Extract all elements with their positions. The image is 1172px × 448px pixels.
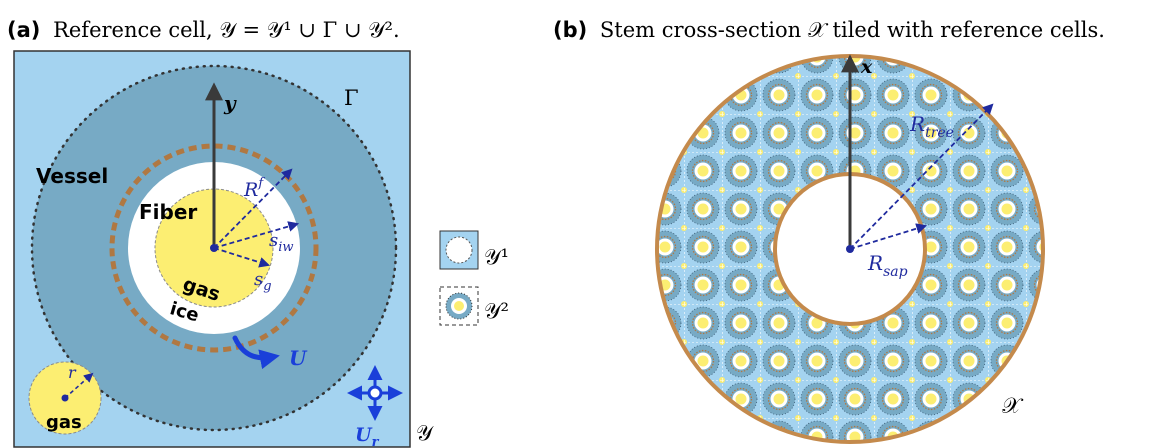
rsap-vector [849,223,928,250]
ur-cross-arrows [347,365,403,421]
legend-y1-label: 𝒴¹ [484,245,509,269]
legend: 𝒴¹ 𝒴² [439,230,509,326]
siw-label: s [269,230,278,251]
corner-center-dot [61,394,69,402]
svg-text:sg: sg [254,269,272,294]
rf-label: R [243,179,258,201]
r-vector [64,372,94,399]
svg-text:(a) Reference cell, 𝒴 =: (a) Reference cell, 𝒴 = 𝒴¹ ∪ Γ ∪ 𝒴². [7,18,400,42]
rf-vector [213,168,293,249]
panel-a: (a) Reference cell, 𝒴 = 𝒴¹ ∪ Γ ∪ 𝒴². y R… [7,18,434,448]
svg-text:Rsap: Rsap [867,251,908,280]
rsap-label: R [867,251,883,275]
panel-a-caption: Reference cell, 𝒴 = 𝒴¹ ∪ Γ ∪ 𝒴². [53,18,400,42]
svg-text:siw: siw [269,230,294,255]
rf-label-sup: f [257,176,265,191]
velocity-label: U [289,346,308,370]
ice-vessel-interface [109,143,319,353]
x-axis-label: x [860,56,873,78]
panel-b: (b) Stem cross-section 𝒳 tiled with refe… [553,18,1105,444]
siw-vector [213,221,300,249]
sg-label-sub: g [263,279,271,294]
panel-b-tag: (b) [553,18,587,42]
r-label: r [68,363,77,382]
gamma-label: Γ [344,86,359,110]
panel-b-caption: Stem cross-section 𝒳 tiled with referenc… [600,18,1105,42]
ur-label-sub: r [372,435,380,448]
rtree-vector [849,103,994,250]
fiber-label: Fiber [139,200,197,224]
panel-a-tag: (a) [7,18,40,42]
y-axis-label: y [223,91,237,115]
velocity-arrow [232,335,280,370]
legend-y2-label: 𝒴² [484,299,509,323]
stem-center-dot [846,245,854,253]
cell-label: 𝒴 [416,421,434,445]
fiber-center-dot [210,244,218,252]
siw-label-sub: iw [278,240,293,255]
svg-text:(b) Stem cross-section �: (b) Stem cross-section 𝒳 tiled with refe… [553,18,1105,42]
tiled-stem-annulus [656,55,1043,443]
ur-label: U [355,424,373,446]
svg-text:Rtree: Rtree [909,112,954,141]
domain-label: 𝒳 [1002,394,1024,419]
rsap-label-sub: sap [883,264,908,280]
sg-vector [213,247,271,268]
svg-text:Ur: Ur [355,424,380,448]
rtree-label-sub: tree [925,125,954,141]
vessel-label: Vessel [36,164,108,188]
gamma-boundary [30,64,398,432]
rtree-label: R [909,112,925,136]
sg-label: s [254,269,263,290]
gas-corner-label: gas [46,412,82,433]
svg-text:Rf: Rf [243,176,265,201]
